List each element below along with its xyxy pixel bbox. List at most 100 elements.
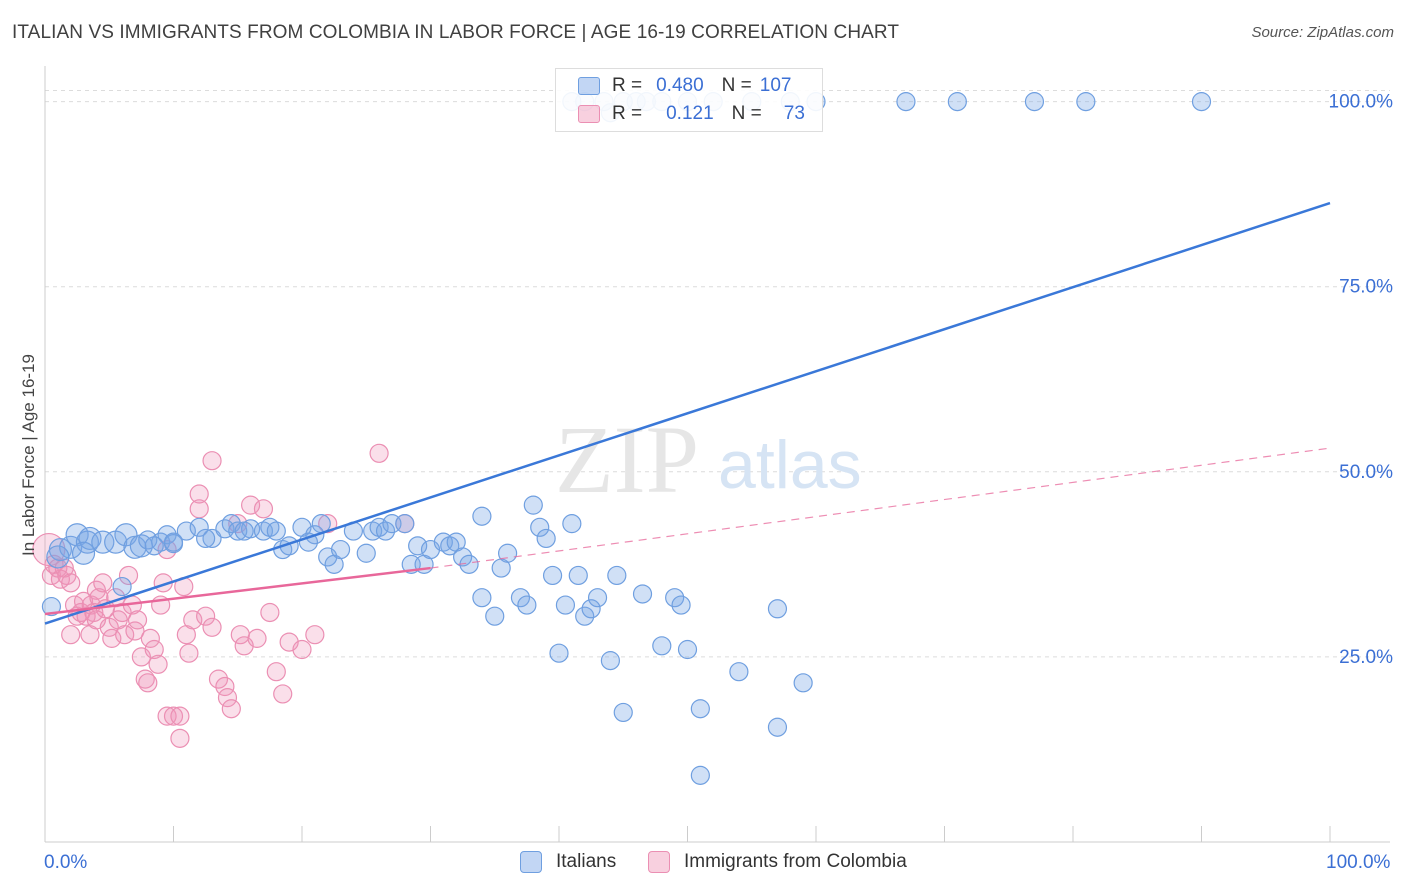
italians-point [176, 521, 196, 541]
colombia-point [102, 628, 122, 648]
italians-point [78, 526, 102, 551]
colombia-point [241, 495, 261, 515]
colombia-point [144, 639, 164, 660]
italians-point [632, 584, 653, 604]
italians-point [266, 521, 286, 541]
watermark: ZIP atlas [555, 406, 862, 513]
colombia-point [208, 669, 229, 689]
italians-point [71, 541, 96, 565]
colombia-point [228, 514, 248, 534]
y-tick-label: 25.0% [1339, 647, 1393, 668]
italians-point [587, 588, 608, 608]
colombia-point [273, 684, 293, 704]
series-legend: Italians Immigrants from Colombia [0, 851, 1406, 879]
italians-point [568, 565, 588, 586]
italians-point [523, 495, 543, 515]
series-legend-italians: Italians [520, 851, 616, 873]
legend-r-value-colombia: 0.121 [666, 103, 714, 124]
axes [44, 66, 1390, 843]
italians-point [1076, 92, 1096, 112]
italians-point [375, 521, 396, 541]
italians-point [542, 565, 563, 586]
italians-point [896, 92, 916, 112]
italians-point [530, 517, 550, 537]
colombia-point [179, 643, 199, 663]
colombia-point [115, 625, 135, 645]
italians-point [600, 651, 621, 671]
colombia-point [266, 662, 286, 682]
legend-n-value-italians: 107 [759, 75, 792, 96]
colombia-point [202, 451, 222, 471]
series-swatch-pink [648, 851, 670, 873]
series-label-italians: Italians [556, 851, 617, 872]
colombia-point [163, 706, 184, 726]
colombia-point [112, 602, 132, 623]
legend-n-label: N = [731, 103, 762, 124]
italians-trend-line [44, 201, 1331, 625]
italians-point [607, 565, 627, 586]
italians-point [202, 528, 222, 549]
colombia-point [125, 621, 145, 641]
italians-point [395, 514, 415, 534]
colombia-point [93, 573, 113, 593]
colombia-point [369, 443, 389, 463]
italians-point [613, 702, 633, 723]
colombia-point [140, 628, 160, 648]
colombia-point [305, 625, 325, 645]
series-swatch-blue [520, 851, 542, 873]
legend-n-label: N = [721, 75, 752, 96]
italians-point [652, 636, 672, 656]
italians-point [555, 595, 576, 615]
colombia-point [170, 728, 190, 748]
italians-point [485, 606, 505, 626]
legend-r-label: R = [612, 75, 643, 96]
colombia-point [86, 610, 107, 630]
colombia-point [86, 580, 107, 600]
italians-point [408, 536, 428, 556]
pink-series [32, 443, 415, 748]
italians-point [517, 595, 537, 615]
italians-point [677, 639, 698, 660]
source-credit: Source: ZipAtlas.com [1251, 24, 1394, 41]
legend-row-italians: R = 0.480 N = 107 [578, 73, 791, 99]
colombia-point [221, 699, 241, 719]
colombia-point [61, 625, 81, 645]
italians-point [196, 528, 216, 549]
italians-point [112, 576, 132, 597]
legend-r-value-italians: 0.480 [656, 75, 704, 96]
series-label-colombia: Immigrants from Colombia [684, 851, 907, 872]
italians-point [549, 643, 569, 663]
italians-point [665, 588, 685, 608]
colombia-point [215, 676, 235, 697]
colombia-point [260, 602, 280, 623]
italians-point [793, 673, 813, 693]
colombia-point [253, 499, 274, 519]
legend-swatch-blue [578, 77, 600, 95]
italians-point [472, 506, 492, 526]
italians-point [581, 599, 601, 619]
colombia-trend-line [44, 566, 431, 616]
colombia-point [189, 484, 209, 504]
trend-lines [44, 201, 1331, 625]
y-tick-label: 50.0% [1339, 462, 1393, 483]
y-tick-label: 100.0% [1329, 92, 1394, 113]
italians-point [234, 521, 254, 541]
watermark-zip: ZIP [555, 406, 699, 513]
colombia-point [196, 606, 216, 626]
italians-point [1191, 92, 1212, 112]
colombia-point [318, 514, 338, 534]
y-tick-labels: 25.0% 50.0% 75.0% 100.0% [1329, 92, 1394, 668]
series-legend-colombia: Immigrants from Colombia [648, 851, 907, 873]
colombia-point [148, 654, 168, 674]
italians-point [671, 595, 691, 615]
italians-point [498, 543, 518, 563]
x-tick-label-min: 0.0% [44, 852, 88, 873]
italians-point [767, 599, 788, 619]
italians-point [690, 699, 710, 719]
legend-r-label: R = [612, 103, 643, 124]
italians-point [767, 717, 788, 737]
italians-point [189, 517, 209, 537]
colombia-point [217, 688, 238, 708]
italians-point [729, 662, 749, 682]
